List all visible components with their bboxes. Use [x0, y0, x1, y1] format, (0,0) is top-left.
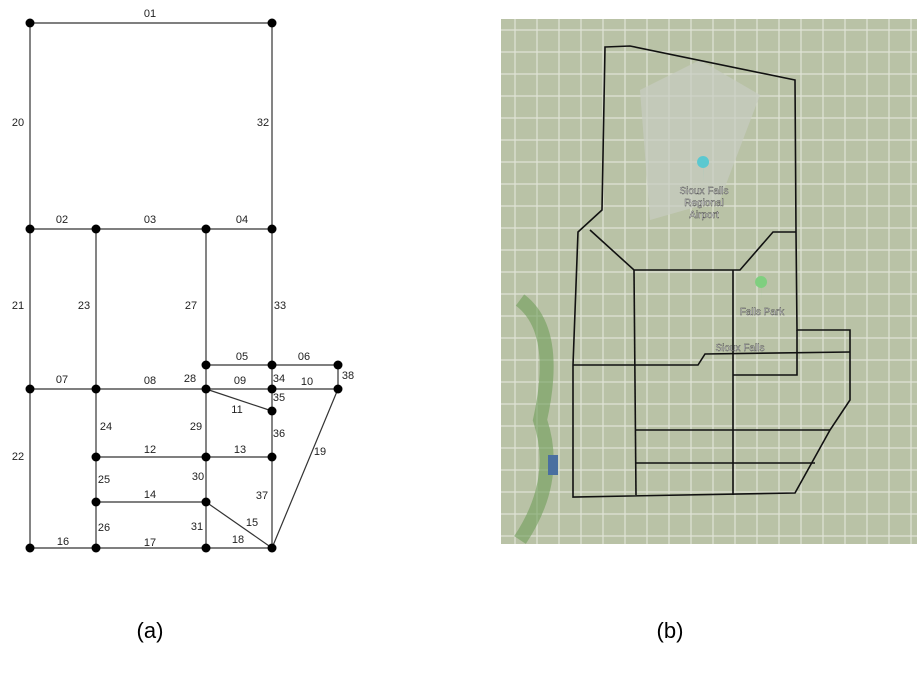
- edge: [272, 389, 338, 548]
- edge-label: 35: [273, 392, 285, 404]
- node: [26, 385, 35, 394]
- edge-label: 15: [246, 517, 258, 529]
- city-label: Sioux Falls: [716, 343, 765, 354]
- edge-label: 01: [144, 8, 156, 20]
- park-label: Falls Park: [740, 307, 785, 318]
- edge-label: 33: [274, 300, 286, 312]
- node: [202, 361, 211, 370]
- node: [334, 385, 343, 394]
- edge-label: 08: [144, 375, 156, 387]
- node: [268, 385, 277, 394]
- node: [268, 19, 277, 28]
- node: [202, 498, 211, 507]
- caption: (a): [137, 618, 164, 643]
- node: [268, 407, 277, 416]
- node: [92, 453, 101, 462]
- edge-label: 18: [232, 534, 244, 546]
- node: [92, 498, 101, 507]
- edge-label: 27: [185, 300, 197, 312]
- edge-label: 17: [144, 537, 156, 549]
- edge-label: 14: [144, 489, 156, 501]
- edge-label: 32: [257, 117, 269, 129]
- edge-label: 10: [301, 376, 313, 388]
- node: [92, 225, 101, 234]
- edge-label: 31: [191, 521, 203, 533]
- edge-label: 26: [98, 522, 110, 534]
- airport-label: Sioux Falls: [680, 186, 729, 197]
- edge-label: 21: [12, 300, 24, 312]
- node: [92, 544, 101, 553]
- edge-label: 24: [100, 421, 112, 433]
- edge-label: 04: [236, 214, 248, 226]
- edge-label: 06: [298, 351, 310, 363]
- node: [268, 361, 277, 370]
- figure: 01 02 03 04 05 06 07 08 09 10 11 12 13 14 15 16 17 18 19 20…: [0, 0, 917, 675]
- node: [334, 361, 343, 370]
- edge-label: 13: [234, 444, 246, 456]
- edge-label: 36: [273, 428, 285, 440]
- edge-label: 25: [98, 474, 110, 486]
- node: [268, 225, 277, 234]
- edge-label: 20: [12, 117, 24, 129]
- node: [202, 544, 211, 553]
- node: [26, 19, 35, 28]
- node: [26, 225, 35, 234]
- edge-label: 22: [12, 451, 24, 463]
- edge-label: 37: [256, 490, 268, 502]
- edge-label: 30: [192, 471, 204, 483]
- edge-label: 38: [342, 370, 354, 382]
- airport-label: Regional: [684, 198, 723, 209]
- node: [202, 385, 211, 394]
- edge-label: 29: [190, 421, 202, 433]
- edge-label: 03: [144, 214, 156, 226]
- edge-label: 11: [231, 404, 242, 416]
- edge-label: 02: [56, 214, 68, 226]
- network-diagram: 01 02 03 04 05 06 07 08 09 10 11 12 13 14 15 16 17 18 19 20…: [12, 8, 354, 553]
- edge-label: 28: [184, 373, 196, 385]
- edge-label: 09: [234, 375, 246, 387]
- edge-label: 16: [57, 536, 69, 548]
- edge-label: 23: [78, 300, 90, 312]
- edge-label: 05: [236, 351, 248, 363]
- map-panel: Sioux Falls Regional Airport Falls Park …: [501, 19, 917, 544]
- node: [202, 225, 211, 234]
- node: [26, 544, 35, 553]
- edge-label: 34: [273, 373, 285, 385]
- node: [268, 544, 277, 553]
- pond: [548, 455, 558, 475]
- airport-label: Airport: [689, 210, 719, 221]
- edge-label: 19: [314, 446, 326, 458]
- caption: (b): [657, 618, 684, 643]
- node: [92, 385, 101, 394]
- node: [202, 453, 211, 462]
- edge-label: 07: [56, 374, 68, 386]
- node: [268, 453, 277, 462]
- edge-label: 12: [144, 444, 156, 456]
